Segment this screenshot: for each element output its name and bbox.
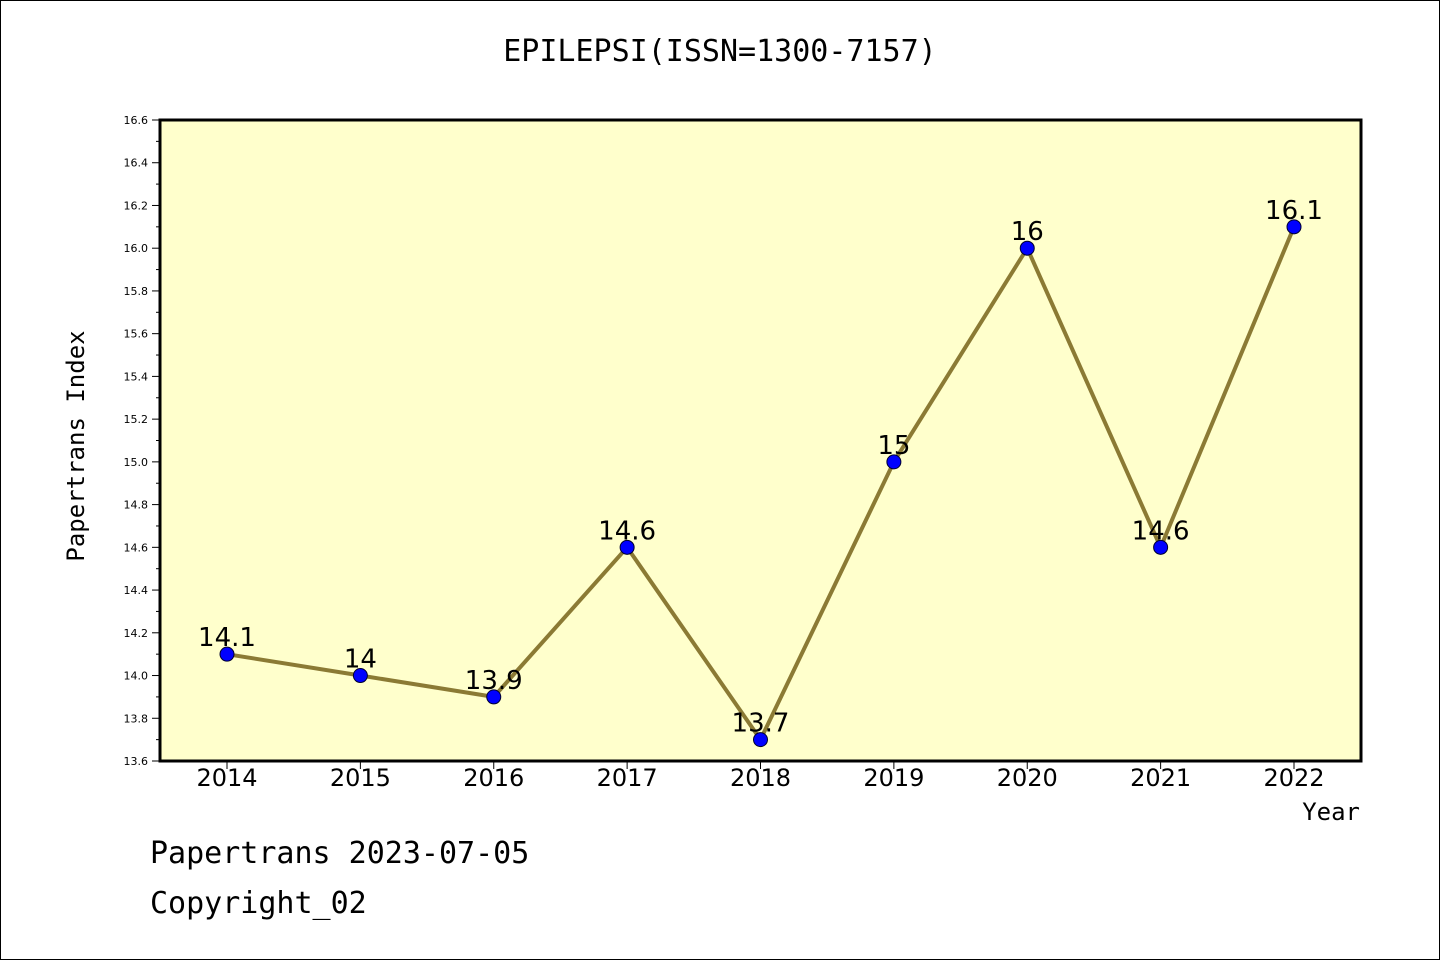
data-point — [1286, 219, 1302, 235]
plot-area — [158, 118, 1363, 763]
data-label: 13.9 — [465, 666, 523, 696]
data-label: 16 — [1011, 217, 1044, 247]
data-markers — [219, 219, 1302, 748]
data-point — [352, 668, 368, 684]
data-label: 13.7 — [732, 709, 790, 739]
x-tick-label: 2018 — [730, 764, 791, 792]
data-point — [1019, 240, 1035, 256]
y-axis-label: Papertrans Index — [62, 330, 90, 561]
data-point — [619, 539, 635, 555]
y-tick-label: 16.2 — [124, 199, 149, 212]
data-label: 16.1 — [1265, 196, 1323, 226]
data-point — [1153, 539, 1169, 555]
y-axis: 13.6 13.8 14.0 14.2 14.4 14.6 14.8 15.0 15.2 15.4… — [124, 114, 160, 768]
y-tick-label: 16.0 — [124, 242, 149, 255]
data-point — [486, 689, 502, 705]
y-tick-label: 15.8 — [124, 285, 149, 298]
footer-date: Papertrans 2023-07-05 — [150, 836, 530, 871]
data-point — [219, 646, 235, 662]
x-tick-label: 2022 — [1263, 764, 1324, 792]
data-label: 14.6 — [1132, 516, 1190, 546]
y-tick-label: 15.0 — [124, 456, 149, 469]
x-axis-label: Year — [1302, 798, 1360, 826]
y-tick-label: 16.4 — [124, 157, 149, 170]
x-axis: 2014 2015 2016 2017 2018 2019 2020 2021 2022 — [196, 761, 1325, 792]
footer-copyright: Copyright_02 — [150, 886, 367, 921]
data-point — [753, 732, 768, 748]
y-tick-label: 13.8 — [124, 712, 149, 725]
data-label: 15 — [877, 431, 910, 461]
x-tick-label: 2021 — [1130, 764, 1191, 792]
y-tick-label: 14.4 — [124, 584, 149, 597]
data-label: 14.1 — [198, 623, 256, 653]
data-point — [886, 454, 902, 470]
x-tick-label: 2015 — [330, 764, 391, 792]
data-label: 14 — [344, 645, 377, 675]
y-tick-label: 15.2 — [124, 413, 149, 426]
data-labels: 14.1 14 13.9 14.6 13.7 15 16 14.6 16.1 — [198, 196, 1323, 739]
x-tick-label: 2019 — [863, 764, 924, 792]
x-tick-label: 2014 — [196, 764, 257, 792]
x-tick-label: 2020 — [997, 764, 1058, 792]
x-tick-label: 2016 — [463, 764, 524, 792]
y-tick-label: 14.2 — [124, 627, 149, 640]
y-tick-label: 13.6 — [124, 755, 149, 768]
x-tick-label: 2017 — [597, 764, 658, 792]
y-tick-label: 14.6 — [124, 541, 149, 554]
data-label: 14.6 — [598, 516, 656, 546]
y-tick-label: 15.6 — [124, 328, 149, 341]
y-tick-label: 14.0 — [124, 670, 149, 683]
y-tick-label: 14.8 — [124, 499, 149, 512]
y-tick-label: 16.6 — [124, 114, 149, 127]
chart-title: EPILEPSI(ISSN=1300-7157) — [503, 34, 937, 69]
y-tick-label: 15.4 — [124, 370, 149, 383]
